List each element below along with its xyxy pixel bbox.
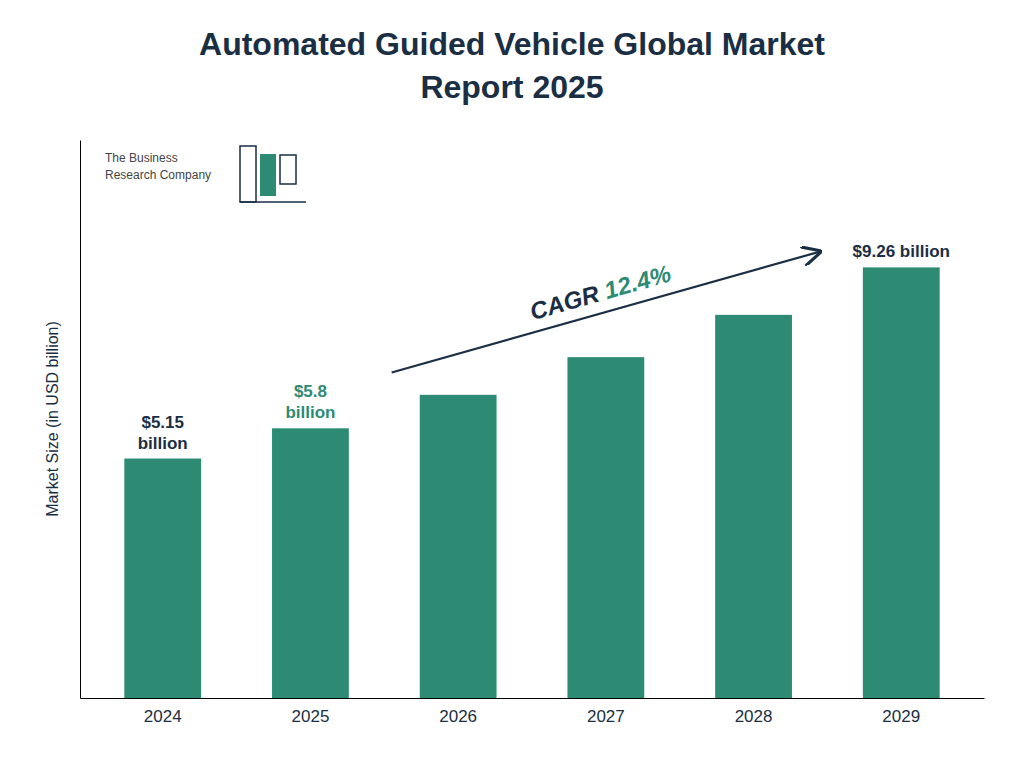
x-tick: 2025 bbox=[292, 707, 330, 726]
x-tick: 2026 bbox=[439, 707, 477, 726]
bar bbox=[715, 315, 792, 698]
x-axis: 2024 2025 2026 2027 2028 2029 bbox=[81, 699, 985, 727]
x-tick-label: 2026 bbox=[439, 707, 477, 726]
cagr-part: 12.4% bbox=[601, 260, 674, 304]
cagr-part: CAGR bbox=[527, 278, 609, 325]
bar bbox=[124, 459, 201, 698]
x-tick: 2028 bbox=[735, 707, 773, 726]
subtitle: Report 2025 bbox=[420, 69, 603, 105]
x-tick-label: 2028 bbox=[735, 707, 773, 726]
bar bbox=[863, 267, 940, 698]
x-tick-label: 2029 bbox=[882, 707, 920, 726]
cagr-label: CAGR 12.4% bbox=[527, 260, 674, 325]
title: Automated Guided Vehicle Global Market bbox=[199, 26, 825, 62]
logo-bar bbox=[260, 154, 276, 196]
logo-baseline bbox=[240, 201, 306, 203]
logo-line: Research Company bbox=[105, 168, 211, 182]
x-tick: 2029 bbox=[882, 707, 920, 726]
annotation: $5.15 billion bbox=[138, 413, 188, 453]
y-axis-line bbox=[80, 141, 81, 699]
x-tick: 2024 bbox=[144, 707, 182, 726]
annotation-line: billion bbox=[138, 434, 188, 453]
annotation-line: billion bbox=[285, 403, 335, 422]
chart: Automated Guided Vehicle Global Market Re… bbox=[0, 0, 1024, 768]
annotation: $5.8 billion bbox=[285, 382, 335, 422]
logo-text: The Business Research Company bbox=[105, 151, 211, 182]
x-tick-label: 2025 bbox=[292, 707, 330, 726]
bar bbox=[272, 428, 349, 698]
x-tick-label: 2027 bbox=[587, 707, 625, 726]
y-axis-title: Market Size (in USD billion) bbox=[44, 321, 61, 517]
logo-bar bbox=[240, 146, 256, 202]
plot: 2024 2025 2026 2027 2028 2029 bbox=[81, 141, 985, 727]
annotation-line: $5.8 bbox=[294, 382, 327, 401]
bar bbox=[567, 357, 644, 698]
cagr-arrow bbox=[392, 252, 820, 373]
logo-bar bbox=[280, 155, 296, 184]
logo-line: The Business bbox=[105, 151, 178, 165]
x-tick-label: 2024 bbox=[144, 707, 182, 726]
x-tick: 2027 bbox=[587, 707, 625, 726]
bar bbox=[420, 395, 497, 698]
y-axis bbox=[80, 141, 81, 699]
annotation: $9.26 billion bbox=[853, 242, 950, 261]
annotation-line: $9.26 billion bbox=[853, 242, 950, 261]
x-axis-line bbox=[81, 698, 985, 699]
annotation-line: $5.15 bbox=[141, 413, 184, 432]
